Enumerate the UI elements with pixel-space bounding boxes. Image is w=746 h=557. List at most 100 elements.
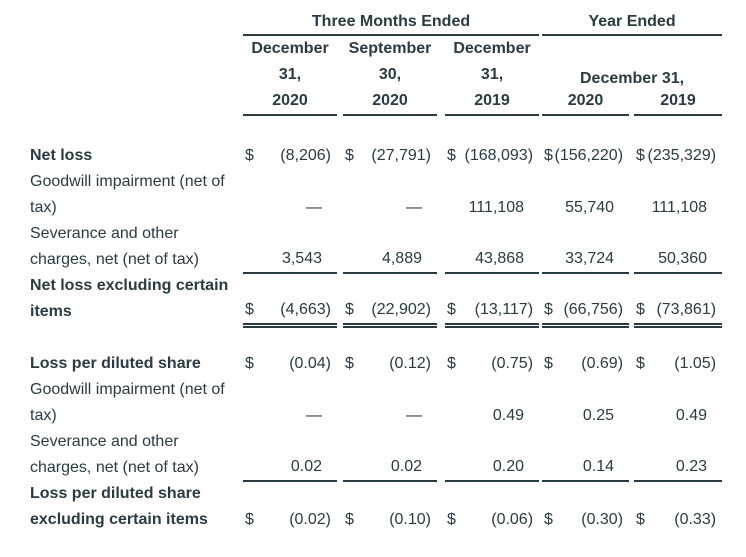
table-row-goodwill-impairment: Goodwill impairment (net of tax) — — 111… bbox=[30, 169, 722, 221]
corner-blank bbox=[30, 10, 243, 35]
column-header-year-fy2019: 2019 bbox=[634, 88, 723, 116]
group-header-three-months-ended: Three Months Ended bbox=[243, 10, 540, 36]
column-header-month-q3-2020: September bbox=[348, 40, 432, 57]
cell-value: 0.02 bbox=[390, 458, 422, 475]
currency-symbol: $ bbox=[544, 511, 553, 528]
cell-value: 3,543 bbox=[281, 250, 322, 267]
money-cell: 43,868 bbox=[445, 221, 540, 274]
money-cell: $ (0.30) bbox=[542, 481, 629, 533]
money-cell: — bbox=[343, 377, 437, 429]
cell-value: — bbox=[406, 407, 422, 424]
money-cell: $ (235,329) bbox=[634, 143, 722, 169]
column-header-year-q3-2020: 2020 bbox=[343, 88, 437, 116]
cell-value: 4,889 bbox=[381, 250, 422, 267]
currency-symbol: $ bbox=[245, 300, 254, 318]
money-cell: 0.14 bbox=[542, 429, 630, 482]
column-header-day-q4-2020: 31, bbox=[278, 66, 302, 83]
money-cell: 33,724 bbox=[542, 221, 630, 274]
money-cell: $ (0.06) bbox=[445, 481, 539, 533]
money-cell: 50,360 bbox=[634, 221, 723, 274]
group-header-year-ended: Year Ended bbox=[542, 10, 723, 36]
money-cell: 4,889 bbox=[343, 221, 437, 274]
money-cell: $ (0.02) bbox=[243, 481, 337, 533]
currency-symbol: $ bbox=[447, 147, 456, 164]
row-label-loss-per-diluted-share: Loss per diluted share bbox=[30, 355, 201, 372]
column-header-year-q4-2019: 2019 bbox=[445, 88, 540, 116]
cell-value: (8,206) bbox=[280, 147, 331, 164]
cell-value: 0.49 bbox=[492, 407, 525, 424]
money-cell: $ (1.05) bbox=[634, 351, 722, 377]
column-header-year-q4-2020: 2020 bbox=[243, 88, 337, 116]
table-row-net-loss-excluding: Net loss excluding certain items $ (4,663… bbox=[30, 273, 723, 328]
cell-value: 43,868 bbox=[475, 250, 525, 267]
cell-value: (0.30) bbox=[581, 511, 624, 528]
currency-symbol: $ bbox=[447, 511, 456, 528]
currency-symbol: $ bbox=[447, 355, 456, 372]
money-cell: 55,740 bbox=[542, 169, 629, 221]
table-row-severance-charges-per-share: Severance and other charges, net (net of… bbox=[30, 429, 723, 482]
cell-value: 0.02 bbox=[290, 458, 322, 475]
cell-value: 50,360 bbox=[658, 250, 708, 267]
column-header-day-q3-2020: 30, bbox=[378, 66, 402, 83]
cell-value: (1.05) bbox=[674, 355, 717, 372]
group-header-row: Three Months Ended Year Ended bbox=[30, 10, 723, 36]
currency-symbol: $ bbox=[345, 147, 354, 164]
money-cell: 0.20 bbox=[445, 429, 540, 482]
cell-value: — bbox=[306, 407, 322, 424]
financial-results-table: Three Months Ended Year Ended December S… bbox=[30, 10, 723, 533]
currency-symbol: $ bbox=[544, 355, 553, 372]
cell-value: 0.20 bbox=[492, 458, 525, 475]
cell-value: 55,740 bbox=[565, 199, 615, 216]
table-row-net-loss: Net loss $ (8,206) $ (27,791) $ (168,093) $… bbox=[30, 143, 722, 169]
money-cell: 111,108 bbox=[445, 169, 539, 221]
currency-symbol: $ bbox=[345, 355, 354, 372]
cell-value: (0.33) bbox=[674, 511, 717, 528]
cell-value: 111,108 bbox=[468, 199, 525, 216]
money-cell: $ (22,902) bbox=[343, 273, 437, 328]
cell-value: (27,791) bbox=[371, 147, 431, 164]
money-cell: $ (168,093) bbox=[445, 143, 539, 169]
money-cell: 111,108 bbox=[634, 169, 722, 221]
currency-symbol: $ bbox=[636, 511, 645, 528]
row-label-net-loss: Net loss bbox=[30, 147, 93, 164]
currency-symbol: $ bbox=[345, 511, 354, 528]
cell-value: (0.75) bbox=[491, 355, 534, 372]
cell-value: (0.12) bbox=[389, 355, 431, 372]
currency-symbol: $ bbox=[636, 300, 645, 318]
currency-symbol: $ bbox=[447, 300, 456, 318]
cell-value: (66,756) bbox=[563, 300, 624, 318]
money-cell: — bbox=[243, 377, 337, 429]
money-cell: $ (66,756) bbox=[542, 273, 630, 328]
cell-value: (22,902) bbox=[371, 300, 431, 318]
cell-value: (168,093) bbox=[464, 147, 534, 164]
column-header-year-fy2020: 2020 bbox=[542, 88, 630, 116]
row-label-goodwill-impairment-per-share: Goodwill impairment (net of tax) bbox=[30, 381, 225, 424]
cell-value: — bbox=[406, 199, 422, 216]
money-cell: — bbox=[343, 169, 437, 221]
money-cell: 0.25 bbox=[542, 377, 629, 429]
money-cell: 3,543 bbox=[243, 221, 337, 274]
row-label-goodwill-impairment: Goodwill impairment (net of tax) bbox=[30, 173, 225, 216]
cell-value: (156,220) bbox=[554, 147, 624, 164]
column-header-month-q4-2020: December bbox=[251, 40, 329, 57]
cell-value: (0.69) bbox=[581, 355, 624, 372]
money-cell: — bbox=[243, 169, 337, 221]
currency-symbol: $ bbox=[636, 147, 645, 164]
column-header-year-row: 2020 2020 2019 2020 2019 bbox=[30, 88, 723, 116]
money-cell: 0.49 bbox=[634, 377, 722, 429]
table-row-loss-per-diluted-share: Loss per diluted share $ (0.04) $ (0.12) $… bbox=[30, 351, 722, 377]
currency-symbol: $ bbox=[544, 147, 553, 164]
row-label-severance-charges: Severance and other charges, net (net of… bbox=[30, 225, 199, 268]
column-header-month-q4-2019: December bbox=[453, 40, 531, 57]
spacer-row bbox=[30, 325, 722, 351]
year-ended-date-label: December 31, bbox=[580, 70, 685, 87]
money-cell: $ (73,861) bbox=[634, 273, 723, 328]
currency-symbol: $ bbox=[245, 147, 254, 164]
cell-value: 33,724 bbox=[565, 250, 615, 267]
money-cell: $ (4,663) bbox=[243, 273, 337, 328]
cell-value: (0.06) bbox=[491, 511, 534, 528]
currency-symbol: $ bbox=[245, 355, 254, 372]
column-header-month-row: December September December December 31, bbox=[30, 35, 722, 87]
money-cell: $ (8,206) bbox=[243, 143, 337, 169]
column-header-day-q4-2019: 31, bbox=[480, 66, 504, 83]
